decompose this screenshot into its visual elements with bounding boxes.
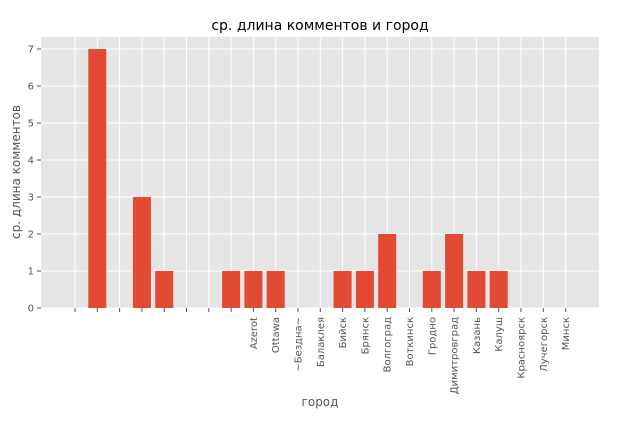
x-tick-label: Бийск xyxy=(338,317,349,348)
x-tick-label: Брянск xyxy=(360,317,371,354)
y-tick-label: 0 xyxy=(28,304,34,315)
bar xyxy=(489,271,508,308)
y-tick-label: 5 xyxy=(28,119,34,130)
x-tick-label: Красноярск xyxy=(517,317,528,379)
y-tick-label: 2 xyxy=(28,230,34,241)
bars xyxy=(88,49,508,308)
x-tick-label: ~Бездна~ xyxy=(294,317,305,372)
x-tick-label: Калуш xyxy=(494,317,505,352)
x-tick-label: Azerot xyxy=(249,317,260,349)
bar xyxy=(422,271,441,308)
y-tick-label: 6 xyxy=(28,82,34,93)
x-tick-label: Казань xyxy=(472,317,483,354)
y-tick-label: 7 xyxy=(28,45,34,56)
bar xyxy=(155,271,174,308)
bar xyxy=(355,271,374,308)
x-axis-label: город xyxy=(302,395,339,409)
bar xyxy=(222,271,241,308)
y-tick-label: 1 xyxy=(28,267,34,278)
x-tick-label: Волгоград xyxy=(383,317,394,372)
chart-title: ср. длина комментов и город xyxy=(211,18,428,34)
x-tick-label: Балаклея xyxy=(316,317,327,367)
bar xyxy=(132,197,151,308)
bar xyxy=(445,234,464,308)
y-axis-label: ср. длина комментов xyxy=(9,105,23,239)
y-tick-label: 3 xyxy=(28,193,34,204)
x-axis-ticks: Azerot Ottawa ~Бездна~ Балаклея Бийск Брянск В… xyxy=(74,308,572,394)
x-tick-label: Лучегорск xyxy=(539,317,550,372)
x-tick-label: Ottawa xyxy=(271,317,282,353)
y-axis-ticks: 0 1 2 3 4 5 6 7 xyxy=(28,45,41,315)
bar xyxy=(378,234,397,308)
bar xyxy=(244,271,263,308)
bar xyxy=(467,271,486,308)
x-tick-label: Димитровград xyxy=(450,317,461,394)
bar xyxy=(333,271,352,308)
bar xyxy=(88,49,107,308)
bar xyxy=(266,271,285,308)
x-tick-label: Воткинск xyxy=(405,317,416,366)
y-tick-label: 4 xyxy=(28,156,34,167)
x-tick-label: Минск xyxy=(561,317,572,350)
x-tick-label: Гродно xyxy=(427,317,438,355)
